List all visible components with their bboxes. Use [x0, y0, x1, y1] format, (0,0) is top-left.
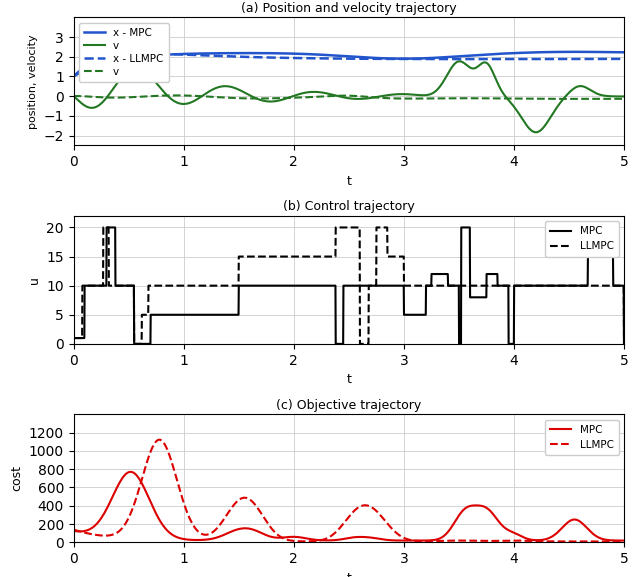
LLMPC — [605, 282, 612, 289]
x - LLMPC — [70, 73, 77, 80]
MPC — [604, 253, 612, 260]
LLMPC — [504, 282, 511, 289]
MPC — [126, 469, 134, 475]
x - MPC — [499, 50, 507, 57]
MPC — [409, 537, 417, 544]
v — [448, 64, 456, 71]
v — [312, 88, 320, 95]
Legend: MPC, LLMPC: MPC, LLMPC — [545, 221, 619, 257]
x - LLMPC — [499, 55, 507, 62]
LLMPC — [99, 224, 107, 231]
LLMPC — [131, 340, 138, 347]
LLMPC — [509, 537, 517, 544]
Title: (a) Position and velocity trajectory: (a) Position and velocity trajectory — [241, 2, 456, 15]
x - LLMPC — [313, 55, 321, 62]
Title: (b) Control trajectory: (b) Control trajectory — [283, 200, 415, 213]
x - MPC — [448, 53, 456, 60]
LLMPC — [98, 282, 106, 289]
v — [172, 92, 179, 99]
MPC — [323, 282, 331, 289]
Y-axis label: position, velocity: position, velocity — [28, 34, 38, 129]
Line: x - LLMPC: x - LLMPC — [74, 54, 624, 76]
v — [509, 95, 517, 102]
LLMPC — [448, 537, 456, 544]
LLMPC — [338, 224, 346, 231]
LLMPC — [323, 253, 331, 260]
LLMPC — [126, 512, 134, 519]
x - LLMPC — [126, 51, 134, 58]
v — [292, 92, 300, 99]
MPC — [103, 224, 111, 231]
v — [620, 95, 628, 102]
Y-axis label: cost: cost — [10, 465, 23, 492]
x - MPC — [126, 54, 134, 61]
v — [509, 102, 517, 109]
v — [70, 93, 77, 100]
x - LLMPC — [145, 50, 152, 57]
x - LLMPC — [293, 55, 301, 62]
v — [313, 93, 321, 100]
v — [620, 93, 628, 100]
MPC — [131, 340, 138, 347]
MPC — [449, 522, 456, 529]
LLMPC — [70, 526, 77, 533]
LLMPC — [499, 537, 507, 544]
LLMPC — [70, 335, 77, 342]
Line: MPC: MPC — [74, 472, 624, 541]
x - MPC — [292, 50, 300, 57]
v — [499, 95, 507, 102]
MPC — [293, 534, 301, 541]
x - LLMPC — [448, 55, 456, 62]
MPC — [127, 469, 134, 475]
v — [448, 95, 456, 102]
MPC — [500, 523, 508, 530]
v — [70, 93, 77, 100]
LLMPC — [313, 537, 321, 544]
x - LLMPC — [509, 55, 517, 62]
x - MPC — [70, 73, 77, 80]
MPC — [70, 335, 77, 342]
LLMPC — [156, 436, 163, 443]
Legend: MPC, LLMPC: MPC, LLMPC — [545, 419, 619, 455]
Line: v: v — [74, 61, 624, 132]
LLMPC — [620, 340, 628, 347]
MPC — [620, 537, 628, 544]
Line: v: v — [74, 95, 624, 99]
X-axis label: t: t — [346, 373, 351, 386]
v — [456, 58, 463, 65]
x - LLMPC — [620, 55, 628, 62]
x - MPC — [509, 50, 516, 57]
v — [532, 129, 540, 136]
MPC — [504, 282, 511, 289]
x - MPC — [620, 49, 628, 56]
Legend: x - MPC, v, x - LLMPC, v: x - MPC, v, x - LLMPC, v — [79, 23, 169, 83]
Line: MPC: MPC — [74, 227, 624, 344]
MPC — [620, 340, 628, 347]
X-axis label: t: t — [346, 572, 351, 577]
MPC — [98, 282, 106, 289]
v — [293, 94, 301, 101]
Line: LLMPC: LLMPC — [74, 440, 624, 541]
x - MPC — [571, 48, 579, 55]
X-axis label: t: t — [346, 175, 351, 188]
MPC — [605, 253, 612, 260]
LLMPC — [604, 282, 612, 289]
MPC — [70, 527, 77, 534]
Line: x - MPC: x - MPC — [74, 52, 624, 76]
MPC — [313, 537, 321, 544]
Y-axis label: u: u — [28, 276, 41, 284]
x - MPC — [312, 51, 320, 58]
v — [499, 90, 507, 97]
v — [126, 94, 134, 101]
Line: LLMPC: LLMPC — [74, 227, 624, 344]
MPC — [338, 340, 346, 347]
Title: (c) Objective trajectory: (c) Objective trajectory — [276, 399, 421, 412]
LLMPC — [620, 538, 628, 545]
LLMPC — [293, 538, 301, 545]
v — [555, 95, 563, 102]
v — [126, 66, 134, 73]
MPC — [510, 529, 518, 536]
